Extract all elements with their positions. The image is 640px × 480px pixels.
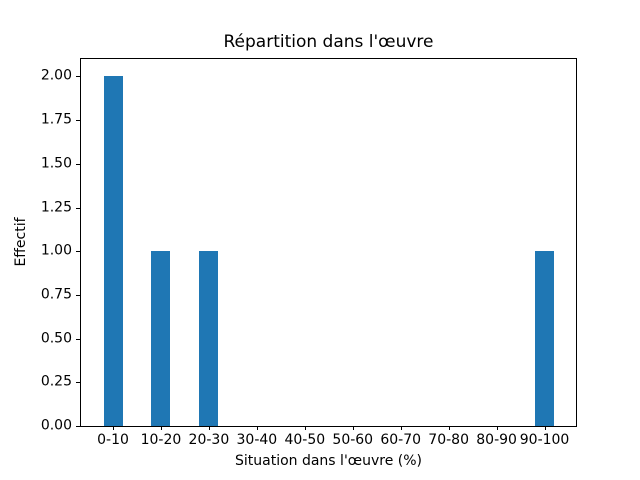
x-tick-label: 80-90 bbox=[476, 432, 517, 448]
x-tick-mark bbox=[208, 426, 210, 430]
y-tick-label: 0.25 bbox=[40, 373, 72, 390]
y-tick-mark bbox=[76, 163, 80, 165]
x-tick-label: 90-100 bbox=[519, 432, 570, 448]
y-tick-label: 1.25 bbox=[40, 199, 72, 216]
y-tick-mark bbox=[76, 207, 80, 209]
y-axis-label: Effectif bbox=[13, 217, 29, 267]
x-tick-mark bbox=[544, 426, 546, 430]
y-tick-mark bbox=[76, 338, 80, 340]
x-tick-label: 0-10 bbox=[97, 432, 129, 448]
y-tick-label: 1.50 bbox=[40, 155, 72, 172]
x-tick-label: 30-40 bbox=[236, 432, 278, 448]
x-tick-mark bbox=[400, 426, 402, 430]
y-tick-mark bbox=[76, 120, 80, 122]
y-tick-label: 0.00 bbox=[40, 417, 72, 434]
bar bbox=[199, 251, 219, 426]
x-axis-label: Situation dans l'œuvre (%) bbox=[234, 453, 423, 469]
x-tick-label: 10-20 bbox=[140, 432, 182, 448]
x-tick-mark bbox=[113, 426, 114, 430]
y-tick-label: 1.00 bbox=[40, 242, 72, 259]
bar bbox=[151, 251, 171, 426]
plot-area: 0-10 10-20 20-30 30-40 40-50 50-60 60-70 70-80 8… bbox=[41, 58, 577, 448]
bar bbox=[103, 76, 123, 426]
y-tick-mark bbox=[76, 426, 80, 427]
y-tick-mark bbox=[76, 382, 80, 384]
y-tick-mark bbox=[76, 76, 80, 78]
y-tick-label: 1.75 bbox=[40, 111, 72, 128]
x-tick-label: 40-50 bbox=[284, 432, 326, 448]
y-tick-mark bbox=[76, 251, 80, 253]
bar bbox=[535, 251, 555, 426]
x-tick-label: 50-60 bbox=[332, 432, 374, 448]
y-tick-mark bbox=[76, 294, 80, 296]
y-tick-label: 0.50 bbox=[40, 330, 72, 347]
x-tick-mark bbox=[304, 426, 306, 430]
chart-title: Répartition dans l'œuvre bbox=[223, 32, 434, 52]
y-tick-label: 2.00 bbox=[40, 67, 72, 84]
x-tick-mark bbox=[448, 426, 450, 430]
x-tick-mark bbox=[352, 426, 354, 430]
x-tick-mark bbox=[160, 426, 162, 430]
x-tick-label: 60-70 bbox=[380, 432, 422, 448]
x-tick-mark bbox=[496, 426, 498, 430]
x-tick-label: 20-30 bbox=[188, 432, 230, 448]
x-tick-label: 70-80 bbox=[428, 432, 469, 448]
x-tick-mark bbox=[256, 426, 258, 430]
y-tick-label: 0.75 bbox=[40, 286, 72, 303]
